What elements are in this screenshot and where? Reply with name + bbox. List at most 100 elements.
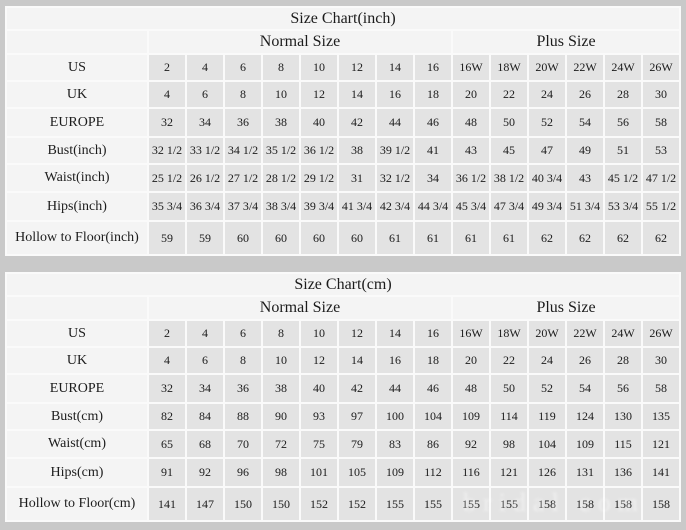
size-cell: 45 3/4 (453, 193, 489, 220)
size-cell: 22W (567, 55, 603, 80)
size-cell: 96 (225, 459, 261, 486)
size-cell: 51 (605, 138, 641, 163)
size-cell: 158 (643, 488, 679, 520)
size-cell: 10 (263, 348, 299, 373)
size-cell: 25 1/2 (149, 165, 185, 191)
size-cell: 45 (491, 138, 527, 163)
size-cell: 44 (377, 109, 413, 136)
size-cell: 60 (301, 222, 337, 254)
size-cell: 75 (301, 431, 337, 457)
size-cell: 47 1/2 (643, 165, 679, 191)
size-cell: 38 (263, 375, 299, 402)
size-cell: 18W (491, 321, 527, 346)
row-label: US (7, 321, 147, 346)
column-group-row: Normal Size Plus Size (7, 31, 679, 53)
size-cell: 100 (377, 404, 413, 429)
size-cell: 104 (415, 404, 451, 429)
size-cell: 32 (149, 109, 185, 136)
size-cell: 98 (263, 459, 299, 486)
table-row: US 2 4 6 8 10 12 14 16 16W 18W 20W 22W 24W 26W (7, 55, 679, 80)
size-cell: 38 1/2 (491, 165, 527, 191)
size-cell: 27 1/2 (225, 165, 261, 191)
table-row: Hips(cm) 91 92 96 98 101 105 109 112 116 121 126 131… (7, 459, 679, 486)
size-cell: 39 1/2 (377, 138, 413, 163)
table-row: US 2 4 6 8 10 12 14 16 16W 18W 20W 22W 24W 26W (7, 321, 679, 346)
size-cell: 33 1/2 (187, 138, 223, 163)
size-cell: 68 (187, 431, 223, 457)
size-cell: 29 1/2 (301, 165, 337, 191)
size-cell: 121 (491, 459, 527, 486)
size-cell: 38 (263, 109, 299, 136)
size-cell: 20 (453, 348, 489, 373)
size-cell: 16 (377, 348, 413, 373)
size-cell: 14 (377, 55, 413, 80)
size-cell: 59 (187, 222, 223, 254)
size-cell: 30 (643, 82, 679, 107)
size-cell: 141 (149, 488, 185, 520)
size-cell: 20 (453, 82, 489, 107)
size-cell: 2 (149, 321, 185, 346)
size-cell: 155 (491, 488, 527, 520)
size-cell: 155 (453, 488, 489, 520)
size-cell: 8 (263, 55, 299, 80)
size-cell: 6 (187, 82, 223, 107)
size-cell: 53 (643, 138, 679, 163)
size-cell: 79 (339, 431, 375, 457)
size-cell: 46 (415, 375, 451, 402)
size-cell: 141 (643, 459, 679, 486)
size-cell: 43 (453, 138, 489, 163)
size-cell: 56 (605, 375, 641, 402)
size-cell: 32 1/2 (377, 165, 413, 191)
size-cell: 40 (301, 109, 337, 136)
table-title: Size Chart(inch) (7, 8, 679, 29)
size-cell: 2 (149, 55, 185, 80)
table-row: EUROPE 32 34 36 38 40 42 44 46 48 50 52 54 56 58 (7, 375, 679, 402)
size-cell: 104 (529, 431, 565, 457)
row-label: Bust(cm) (7, 404, 147, 429)
size-cell: 12 (301, 348, 337, 373)
size-cell: 109 (453, 404, 489, 429)
size-cell: 48 (453, 375, 489, 402)
size-cell: 38 3/4 (263, 193, 299, 220)
size-cell: 155 (377, 488, 413, 520)
row-label: UK (7, 348, 147, 373)
size-cell: 60 (225, 222, 261, 254)
table-title-row: Size Chart(cm) (7, 274, 679, 295)
size-cell: 10 (263, 82, 299, 107)
size-cell: 41 (415, 138, 451, 163)
size-cell: 12 (339, 321, 375, 346)
size-cell: 36 (225, 109, 261, 136)
size-cell: 158 (529, 488, 565, 520)
size-cell: 54 (567, 109, 603, 136)
size-cell: 84 (187, 404, 223, 429)
row-label: Hips(cm) (7, 459, 147, 486)
table-title-row: Size Chart(inch) (7, 8, 679, 29)
size-cell: 6 (187, 348, 223, 373)
size-cell: 55 1/2 (643, 193, 679, 220)
size-cell: 26 (567, 82, 603, 107)
size-cell: 37 3/4 (225, 193, 261, 220)
size-cell: 18 (415, 82, 451, 107)
size-cell: 86 (415, 431, 451, 457)
size-cell: 101 (301, 459, 337, 486)
size-chart-inch-table: Size Chart(inch) Normal Size Plus Size U… (5, 6, 681, 256)
size-cell: 20W (529, 321, 565, 346)
size-cell: 130 (605, 404, 641, 429)
size-cell: 6 (225, 321, 261, 346)
size-cell: 4 (149, 82, 185, 107)
size-cell: 16W (453, 55, 489, 80)
size-cell: 152 (301, 488, 337, 520)
size-cell: 90 (263, 404, 299, 429)
size-cell: 47 (529, 138, 565, 163)
row-label: Hollow to Floor(cm) (7, 488, 147, 520)
size-cell: 83 (377, 431, 413, 457)
size-cell: 35 3/4 (149, 193, 185, 220)
size-cell: 61 (491, 222, 527, 254)
size-cell: 44 (377, 375, 413, 402)
row-label: EUROPE (7, 109, 147, 136)
size-cell: 22 (491, 82, 527, 107)
row-label: Waist(cm) (7, 431, 147, 457)
size-cell: 52 (529, 109, 565, 136)
size-cell: 61 (415, 222, 451, 254)
